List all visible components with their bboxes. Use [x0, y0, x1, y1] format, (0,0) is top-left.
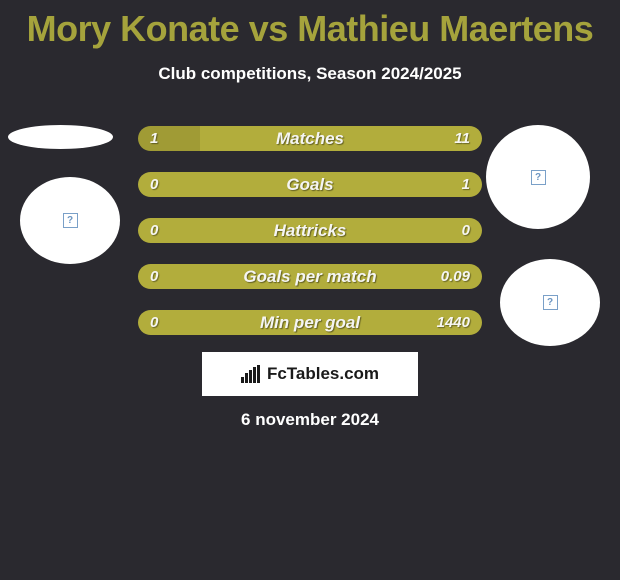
bar-label: Min per goal	[138, 310, 482, 335]
page-title: Mory Konate vs Mathieu Maertens	[0, 0, 620, 50]
bar-label: Hattricks	[138, 218, 482, 243]
brand-text: FcTables.com	[267, 364, 379, 384]
stat-bar: 01440Min per goal	[138, 310, 482, 335]
bar-label: Goals per match	[138, 264, 482, 289]
stat-bar: 111Matches	[138, 126, 482, 151]
avatar-player-b: ?	[500, 259, 600, 346]
avatar-ellipse-left	[8, 125, 113, 149]
avatar-player-b-top: ?	[486, 125, 590, 229]
placeholder-icon: ?	[531, 170, 546, 185]
comparison-bars: 111Matches 01Goals 00Hattricks 00.09Goals p…	[138, 126, 482, 356]
stat-bar: 00.09Goals per match	[138, 264, 482, 289]
stat-bar: 01Goals	[138, 172, 482, 197]
avatar-player-a: ?	[20, 177, 120, 264]
bar-label: Matches	[138, 126, 482, 151]
bar-label: Goals	[138, 172, 482, 197]
placeholder-icon: ?	[543, 295, 558, 310]
subtitle: Club competitions, Season 2024/2025	[0, 64, 620, 84]
placeholder-icon: ?	[63, 213, 78, 228]
stat-bar: 00Hattricks	[138, 218, 482, 243]
brand-icon	[241, 365, 263, 383]
brand-badge: FcTables.com	[202, 352, 418, 396]
date-text: 6 november 2024	[0, 410, 620, 430]
